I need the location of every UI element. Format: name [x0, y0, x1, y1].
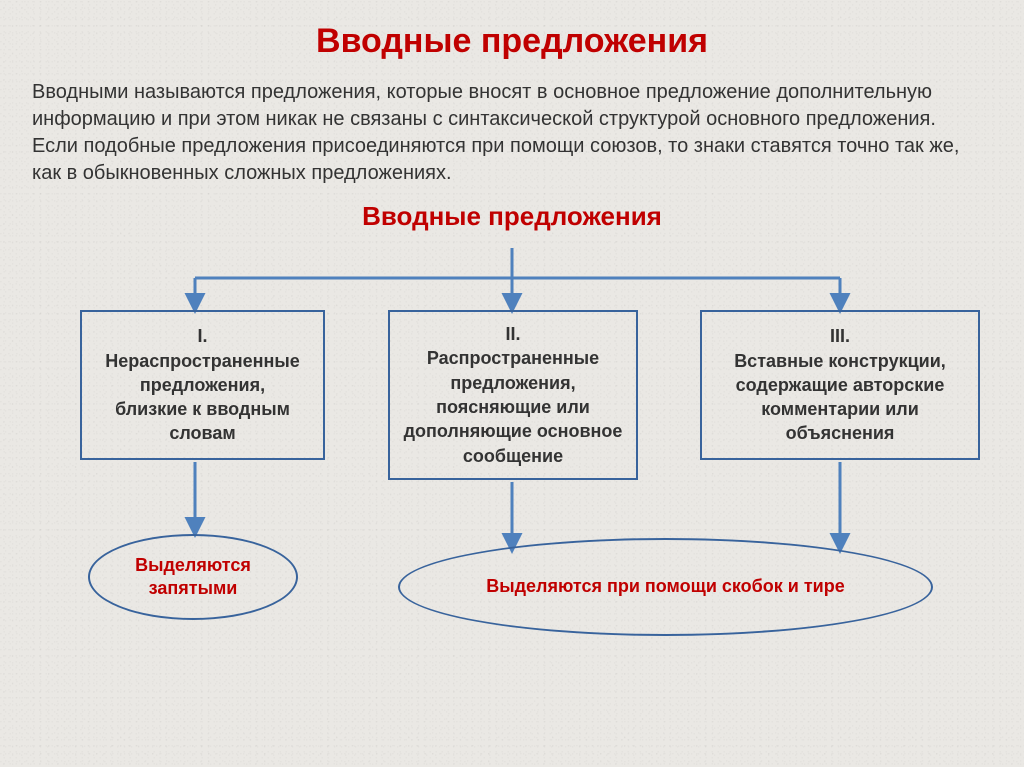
branch-box-3: III. Вставные конструкции, содержащие ав… — [700, 310, 980, 460]
page-title: Вводные предложения — [0, 0, 1024, 61]
result-ellipse-2: Выделяются при помощи скобок и тире — [398, 538, 933, 636]
branch-box-1: I. Нераспространенные предложения, близк… — [80, 310, 325, 460]
diagram-area: I. Нераспространенные предложения, близк… — [0, 238, 1024, 668]
branch-box-2: II. Распространенные предложения, поясня… — [388, 310, 638, 480]
result-ellipse-1: Выделяются запятыми — [88, 534, 298, 620]
intro-paragraph: Вводными называются предложения, которые… — [0, 61, 1024, 187]
diagram-title: Вводные предложения — [0, 201, 1024, 232]
